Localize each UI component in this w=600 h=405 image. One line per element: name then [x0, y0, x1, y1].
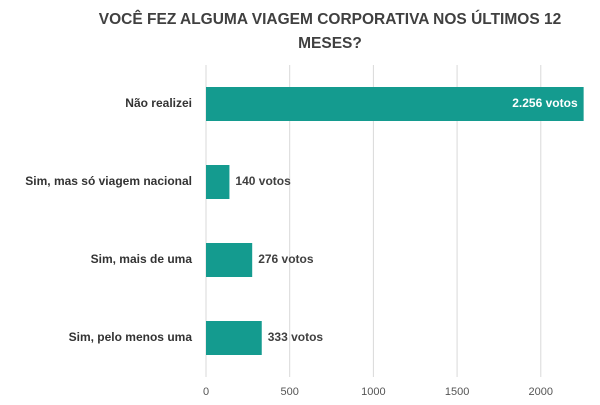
category-label: Sim, mais de uma [91, 252, 193, 266]
bar [206, 165, 230, 199]
x-tick-label: 500 [281, 386, 299, 398]
value-label: 140 votos [235, 174, 291, 188]
bar [206, 321, 262, 355]
x-tick-label: 1000 [361, 386, 385, 398]
x-tick-label: 1500 [445, 386, 469, 398]
category-label: Sim, pelo menos uma [69, 330, 193, 344]
bar [206, 243, 253, 277]
x-tick-label: 2000 [529, 386, 553, 398]
chart-title: VOCÊ FEZ ALGUMA VIAGEM CORPORATIVA NOS Ú… [98, 11, 562, 52]
value-label: 333 votos [268, 330, 324, 344]
x-tick-label: 0 [203, 386, 209, 398]
category-label: Não realizei [125, 96, 192, 110]
category-label: Sim, mas só viagem nacional [25, 174, 192, 188]
bar [206, 87, 584, 121]
value-label: 2.256 votos [512, 96, 578, 110]
value-label: 276 votos [258, 252, 314, 266]
